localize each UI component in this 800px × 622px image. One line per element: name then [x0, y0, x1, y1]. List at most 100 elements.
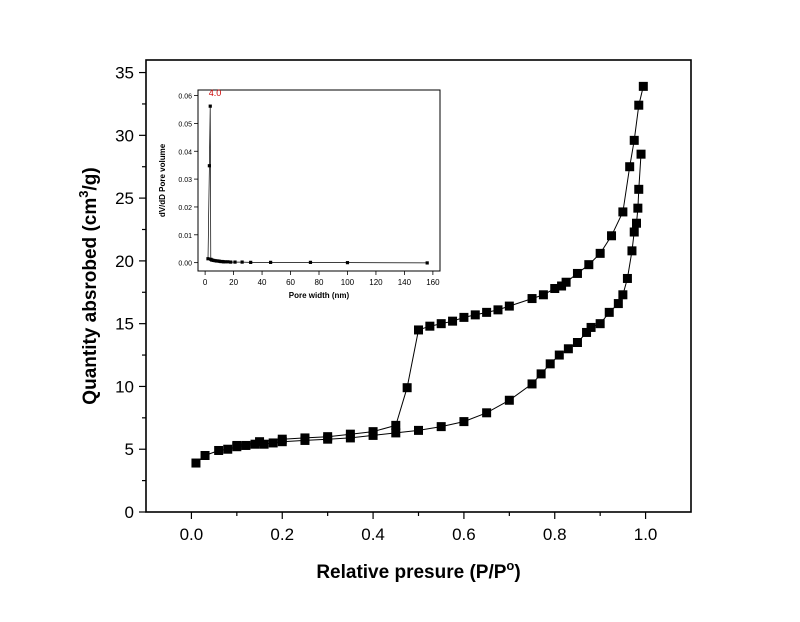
adsorption-point [613, 299, 623, 309]
adsorption-point [622, 273, 632, 283]
x-tick-label: 0.8 [543, 525, 567, 544]
desorption-point [470, 310, 480, 320]
desorption-point [504, 301, 514, 311]
desorption-point [561, 277, 571, 287]
y-tick-label: 0 [125, 503, 134, 522]
adsorption-point [632, 218, 641, 228]
inset-x-tick-label: 80 [315, 278, 324, 287]
adsorption-point [436, 422, 446, 432]
adsorption-point [554, 350, 564, 360]
desorption-point [391, 420, 401, 430]
desorption-point [425, 321, 435, 331]
y-axis-title: Quantity absrobed (cm3/g) [76, 167, 101, 404]
desorption-point [345, 429, 355, 439]
desorption-point [232, 440, 242, 450]
desorption-point [277, 434, 287, 444]
adsorption-point [545, 359, 555, 369]
y-tick-label: 15 [115, 315, 134, 334]
adsorption-point [459, 417, 469, 427]
adsorption-point [223, 444, 233, 454]
desorption-point [255, 437, 265, 447]
inset-pore-point [345, 261, 350, 265]
inset-pore-line [207, 106, 428, 264]
y-tick-label: 35 [115, 64, 134, 83]
adsorption-point [636, 149, 646, 159]
adsorption-point [536, 369, 546, 379]
inset-pore-point [223, 260, 227, 264]
inset-y-tick-label: 0.06 [178, 94, 192, 101]
inset-x-tick-label: 160 [426, 278, 440, 287]
adsorption-point [633, 203, 643, 213]
adsorption-point [527, 379, 537, 389]
inset-peak-annotation: 4.0 [209, 88, 222, 98]
desorption-point [448, 316, 458, 326]
desorption-point [638, 81, 648, 91]
inset-pore-point [208, 104, 212, 108]
x-tick-label: 0.0 [180, 525, 204, 544]
desorption-point [300, 433, 310, 443]
inset-x-tick-label: 60 [286, 278, 295, 287]
adsorption-point [627, 246, 637, 256]
inset-y-tick-label: 0.03 [178, 177, 192, 184]
inset-y-tick-label: 0.01 [178, 233, 192, 240]
desorption-point [607, 231, 617, 241]
y-tick-label: 25 [115, 189, 134, 208]
inset-x-axis-title: Pore width (nm) [289, 291, 350, 300]
inset-pore-point [229, 260, 233, 264]
inset-y-tick-label: 0.04 [178, 149, 192, 156]
adsorption-point [200, 451, 210, 460]
y-tick-label: 20 [115, 252, 134, 271]
x-tick-label: 1.0 [634, 525, 658, 544]
inset-x-tick-label: 40 [258, 278, 267, 287]
desorption-point [557, 281, 567, 291]
desorption-point [414, 325, 423, 335]
adsorption-point [634, 184, 644, 194]
inset-pore-point [233, 260, 237, 264]
main-plot-frame [145, 59, 692, 513]
inset-y-tick-label: 0.00 [178, 261, 192, 268]
inset-x-tick-label: 140 [398, 278, 412, 287]
inset-y-tick-label: 0.05 [178, 121, 192, 128]
adsorption-point [618, 290, 628, 300]
x-tick-label: 0.2 [270, 525, 294, 544]
inset-pore-point [206, 257, 210, 261]
x-tick-label: 0.4 [361, 525, 385, 544]
desorption-point [368, 427, 378, 437]
adsorption-line [195, 154, 642, 464]
adsorption-point [250, 439, 260, 449]
adsorption-point [391, 428, 401, 438]
inset-x-tick-label: 100 [341, 278, 355, 287]
desorption-point [402, 383, 412, 393]
desorption-point [493, 305, 503, 315]
adsorption-point [595, 319, 605, 329]
desorption-point [625, 162, 635, 172]
adsorption-point [582, 327, 592, 337]
inset-pore-point [249, 260, 253, 264]
inset-x-tick-label: 0 [203, 278, 208, 287]
adsorption-point [629, 227, 639, 237]
inset-pore-point [269, 260, 273, 264]
desorption-point [459, 312, 469, 322]
desorption-point [550, 284, 560, 294]
x-tick-label: 0.6 [452, 525, 476, 544]
inset-pore-point [226, 260, 230, 264]
y-tick-label: 10 [115, 377, 134, 396]
desorption-point [629, 135, 639, 145]
desorption-point [584, 260, 594, 270]
adsorption-point [259, 439, 269, 449]
inset-plot-frame [197, 89, 441, 272]
inset-pore-point [425, 261, 429, 265]
desorption-point [482, 307, 492, 317]
inset-y-axis-title: dV/dD Pore volume [158, 143, 167, 217]
desorption-point [634, 100, 644, 110]
adsorption-point [563, 344, 573, 354]
adsorption-point [604, 307, 614, 317]
desorption-point [323, 432, 333, 442]
desorption-point [538, 290, 548, 300]
adsorption-point [241, 440, 251, 450]
adsorption-point [482, 408, 492, 418]
desorption-point [527, 294, 537, 304]
y-tick-label: 30 [115, 126, 134, 145]
